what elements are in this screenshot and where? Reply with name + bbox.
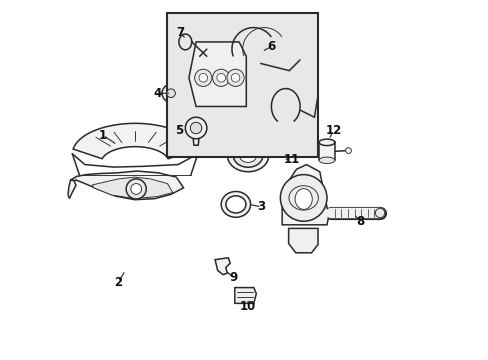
Polygon shape: [288, 228, 317, 253]
Polygon shape: [319, 142, 334, 160]
Polygon shape: [92, 177, 172, 199]
Circle shape: [185, 117, 206, 139]
Ellipse shape: [227, 139, 268, 172]
Circle shape: [131, 184, 142, 194]
Circle shape: [231, 73, 239, 82]
Circle shape: [226, 69, 244, 86]
Circle shape: [217, 73, 225, 82]
Circle shape: [212, 69, 229, 86]
Polygon shape: [167, 102, 174, 108]
Circle shape: [199, 73, 207, 82]
Circle shape: [280, 175, 326, 221]
Ellipse shape: [239, 149, 256, 162]
Ellipse shape: [319, 157, 334, 163]
Text: 10: 10: [240, 300, 256, 313]
Text: 11: 11: [283, 153, 299, 166]
Text: 8: 8: [355, 215, 364, 228]
Text: 7: 7: [176, 27, 183, 40]
Text: 2: 2: [114, 276, 122, 289]
Circle shape: [190, 122, 202, 134]
Circle shape: [194, 69, 211, 86]
Text: 9: 9: [228, 271, 237, 284]
Circle shape: [166, 89, 175, 98]
Polygon shape: [68, 180, 76, 199]
Polygon shape: [215, 258, 230, 275]
Ellipse shape: [221, 192, 250, 217]
Ellipse shape: [233, 144, 262, 167]
Polygon shape: [73, 123, 197, 159]
Text: 1: 1: [99, 129, 107, 142]
Polygon shape: [188, 42, 246, 107]
Ellipse shape: [294, 189, 312, 210]
Circle shape: [345, 148, 351, 153]
FancyBboxPatch shape: [167, 13, 317, 157]
Circle shape: [162, 84, 180, 102]
Text: 4: 4: [153, 87, 162, 100]
Ellipse shape: [319, 139, 334, 145]
Text: 6: 6: [267, 40, 275, 53]
Circle shape: [375, 208, 384, 218]
Text: 3: 3: [257, 201, 265, 213]
Polygon shape: [193, 139, 199, 145]
Polygon shape: [234, 288, 256, 303]
Text: 5: 5: [175, 124, 183, 137]
Text: 12: 12: [325, 124, 341, 137]
Polygon shape: [70, 171, 183, 200]
Circle shape: [126, 179, 146, 199]
Polygon shape: [282, 165, 328, 225]
Ellipse shape: [225, 196, 245, 213]
